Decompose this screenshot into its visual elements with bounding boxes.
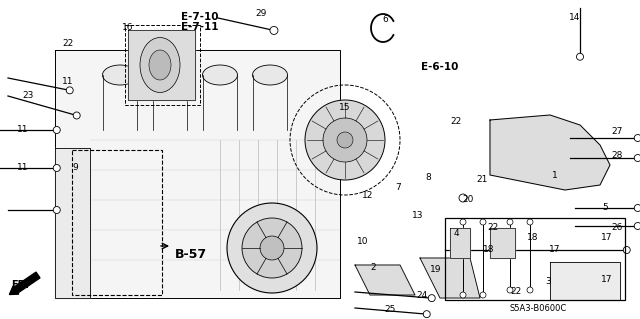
Text: 18: 18: [483, 246, 495, 255]
Circle shape: [227, 203, 317, 293]
Ellipse shape: [102, 65, 138, 85]
Circle shape: [634, 204, 640, 211]
Polygon shape: [128, 30, 195, 100]
Circle shape: [507, 287, 513, 293]
Text: 2: 2: [370, 263, 376, 272]
Text: 23: 23: [22, 92, 34, 100]
Circle shape: [423, 311, 430, 318]
Text: 17: 17: [549, 246, 561, 255]
Ellipse shape: [149, 50, 171, 80]
Circle shape: [623, 247, 630, 254]
Circle shape: [260, 236, 284, 260]
Text: 4: 4: [453, 229, 459, 239]
Polygon shape: [55, 148, 90, 298]
Bar: [72, 150, 162, 295]
Text: 5: 5: [602, 204, 608, 212]
Polygon shape: [550, 262, 620, 300]
Ellipse shape: [140, 38, 180, 93]
Text: 9: 9: [72, 164, 78, 173]
Text: 15: 15: [339, 103, 351, 113]
Circle shape: [527, 219, 533, 225]
Ellipse shape: [152, 65, 188, 85]
Text: 27: 27: [611, 128, 623, 137]
Circle shape: [428, 295, 435, 302]
Text: 16: 16: [122, 24, 134, 33]
Text: 11: 11: [17, 164, 29, 173]
Circle shape: [634, 222, 640, 229]
Bar: [445, 218, 625, 300]
Circle shape: [73, 112, 80, 119]
Circle shape: [53, 165, 60, 172]
Circle shape: [527, 287, 533, 293]
Text: 14: 14: [570, 13, 580, 23]
Text: 17: 17: [601, 234, 612, 242]
Text: 19: 19: [430, 265, 442, 275]
Text: B-57: B-57: [175, 248, 207, 261]
Circle shape: [460, 292, 466, 298]
Text: 22: 22: [451, 117, 461, 127]
Text: 18: 18: [527, 234, 539, 242]
Text: 20: 20: [462, 196, 474, 204]
Text: 3: 3: [545, 278, 551, 286]
Text: 11: 11: [17, 125, 29, 135]
Circle shape: [270, 26, 278, 34]
Polygon shape: [490, 228, 515, 258]
Polygon shape: [450, 228, 470, 258]
Text: 22: 22: [488, 224, 499, 233]
Circle shape: [66, 87, 73, 94]
Text: E-7-10: E-7-10: [181, 12, 219, 22]
Text: E-6-10: E-6-10: [421, 62, 458, 72]
Circle shape: [53, 127, 60, 133]
Text: 26: 26: [611, 224, 623, 233]
Circle shape: [242, 218, 302, 278]
Circle shape: [53, 206, 60, 213]
Polygon shape: [355, 265, 415, 295]
Bar: [125, 25, 200, 105]
Circle shape: [480, 292, 486, 298]
Circle shape: [507, 219, 513, 225]
Text: 24: 24: [417, 291, 428, 300]
Text: 29: 29: [255, 10, 267, 19]
Text: 25: 25: [384, 306, 396, 315]
Text: S5A3-B0600C: S5A3-B0600C: [510, 304, 567, 313]
Polygon shape: [490, 115, 610, 190]
Ellipse shape: [253, 65, 287, 85]
Text: E-7-11: E-7-11: [181, 22, 219, 32]
Text: 6: 6: [382, 16, 388, 25]
Circle shape: [337, 132, 353, 148]
Text: 28: 28: [611, 151, 623, 160]
Text: FR.: FR.: [11, 280, 29, 290]
Text: 21: 21: [476, 175, 488, 184]
Text: 22: 22: [510, 287, 522, 296]
Circle shape: [460, 219, 466, 225]
Text: 22: 22: [62, 40, 74, 48]
Polygon shape: [420, 258, 480, 298]
Circle shape: [323, 118, 367, 162]
Text: 12: 12: [362, 191, 374, 201]
Polygon shape: [55, 50, 340, 298]
Text: 7: 7: [395, 183, 401, 192]
Text: 11: 11: [62, 78, 74, 86]
Text: 8: 8: [425, 174, 431, 182]
Circle shape: [459, 194, 467, 202]
Circle shape: [305, 100, 385, 180]
Ellipse shape: [202, 65, 237, 85]
Circle shape: [577, 53, 584, 60]
Text: 1: 1: [552, 170, 558, 180]
FancyArrow shape: [10, 272, 40, 294]
Text: 17: 17: [601, 276, 612, 285]
Text: 10: 10: [357, 238, 369, 247]
Circle shape: [634, 135, 640, 142]
Circle shape: [480, 219, 486, 225]
Text: 13: 13: [412, 211, 424, 219]
Circle shape: [634, 154, 640, 161]
